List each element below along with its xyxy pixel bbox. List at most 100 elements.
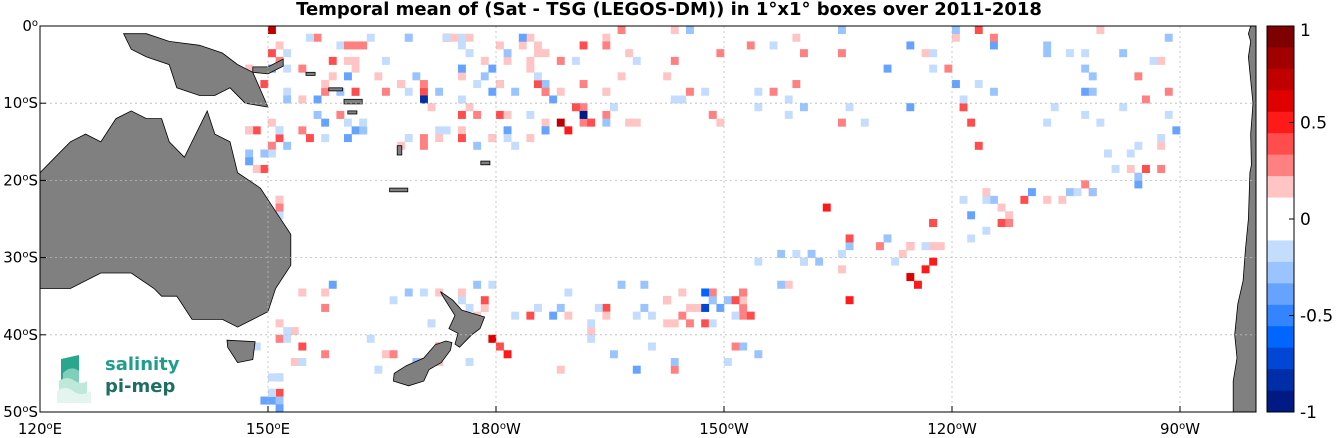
data-cell: [997, 203, 1006, 212]
data-cell: [389, 296, 398, 305]
colorbar-swatch: [1267, 390, 1294, 413]
data-cell: [526, 110, 535, 119]
data-cell: [617, 72, 626, 81]
data-cell: [420, 87, 428, 96]
data-cell: [1142, 164, 1150, 173]
data-cell: [382, 56, 390, 65]
colorbar-swatch: [1267, 326, 1294, 349]
latitude-tick-label: 40oS: [3, 326, 38, 344]
data-cell: [488, 87, 497, 96]
land-polygon: [440, 291, 486, 348]
data-cell: [275, 134, 284, 143]
data-cell: [1088, 72, 1097, 81]
data-cell: [990, 87, 998, 96]
data-cell: [754, 257, 763, 266]
colorbar-swatch: [1267, 369, 1294, 391]
data-cell: [610, 350, 618, 359]
data-cell: [990, 33, 998, 42]
data-cell: [541, 80, 550, 89]
data-cell: [686, 87, 694, 96]
data-cell: [1081, 110, 1090, 119]
data-cell: [906, 273, 915, 282]
data-cell: [1096, 26, 1105, 35]
data-cell: [572, 103, 580, 112]
data-cell: [708, 319, 717, 328]
data-cell: [252, 126, 261, 135]
data-cell: [1081, 49, 1090, 58]
latitude-tick-label: 20oS: [3, 171, 38, 189]
data-cell: [549, 311, 558, 320]
data-cell: [1172, 126, 1181, 135]
colorbar-swatch: [1267, 47, 1294, 70]
data-cell: [959, 195, 968, 204]
data-cell: [670, 26, 679, 35]
data-cell: [313, 95, 322, 104]
colorbar-tick-label: 0.5: [1300, 114, 1327, 134]
data-cell: [891, 257, 900, 266]
data-cell: [503, 134, 512, 143]
colorbar: 1 0.5 0 -0.5 -1: [1266, 21, 1333, 423]
data-cell: [359, 41, 368, 50]
data-cell: [328, 72, 337, 81]
colorbar-swatch: [1267, 283, 1294, 306]
data-cell: [473, 110, 482, 119]
data-cell: [473, 280, 482, 289]
island: [343, 98, 363, 105]
data-cell: [275, 41, 284, 50]
data-cell: [952, 80, 960, 89]
data-cell: [1066, 49, 1074, 58]
data-cell: [754, 87, 763, 96]
data-cell: [404, 134, 413, 143]
data-cell: [283, 64, 292, 73]
colorbar-tick-label: 0: [1300, 210, 1311, 230]
data-cell: [746, 41, 755, 50]
data-cell: [465, 33, 474, 42]
data-cell: [663, 319, 672, 328]
data-cell: [921, 265, 930, 274]
data-cell: [374, 365, 383, 374]
data-cell: [579, 41, 588, 50]
data-cell: [784, 110, 793, 119]
data-cell: [1005, 211, 1014, 220]
data-cell: [739, 311, 748, 320]
island: [328, 87, 343, 92]
data-cell: [480, 56, 489, 65]
latitude-ticks: 0o 10oS 20oS 30oS 40oS 50oS: [3, 17, 46, 421]
data-cell: [420, 80, 428, 89]
data-cell: [815, 257, 824, 266]
data-cell: [777, 249, 786, 258]
latitude-tick-label: 50oS: [3, 403, 38, 421]
data-cell: [579, 103, 588, 112]
data-cell: [784, 280, 793, 289]
data-cell: [572, 56, 580, 65]
data-cell: [268, 396, 276, 405]
data-cell: [526, 64, 535, 73]
data-cell: [716, 49, 725, 58]
data-cell: [503, 350, 512, 359]
data-cell: [1164, 87, 1173, 96]
data-cell: [503, 49, 512, 58]
data-cell: [587, 319, 596, 328]
data-cell: [458, 296, 466, 305]
data-cell: [465, 303, 474, 312]
data-cell: [777, 280, 786, 289]
data-cell: [480, 296, 489, 305]
data-cell: [648, 311, 656, 320]
data-cell: [800, 49, 808, 58]
data-cell: [670, 357, 679, 366]
data-cell: [990, 195, 998, 204]
data-cell: [511, 311, 520, 320]
colorbar-swatch: [1267, 26, 1294, 48]
data-cell: [541, 118, 550, 127]
data-cell: [807, 249, 816, 258]
data-cell: [534, 41, 542, 50]
data-cell: [556, 87, 565, 96]
data-cell: [640, 280, 649, 289]
data-cell: [1088, 87, 1097, 96]
data-cell: [268, 118, 276, 127]
data-cell: [541, 126, 550, 135]
data-cell: [1164, 110, 1173, 119]
data-cell: [579, 110, 588, 119]
data-cell: [792, 249, 801, 258]
data-cell: [1050, 103, 1059, 112]
